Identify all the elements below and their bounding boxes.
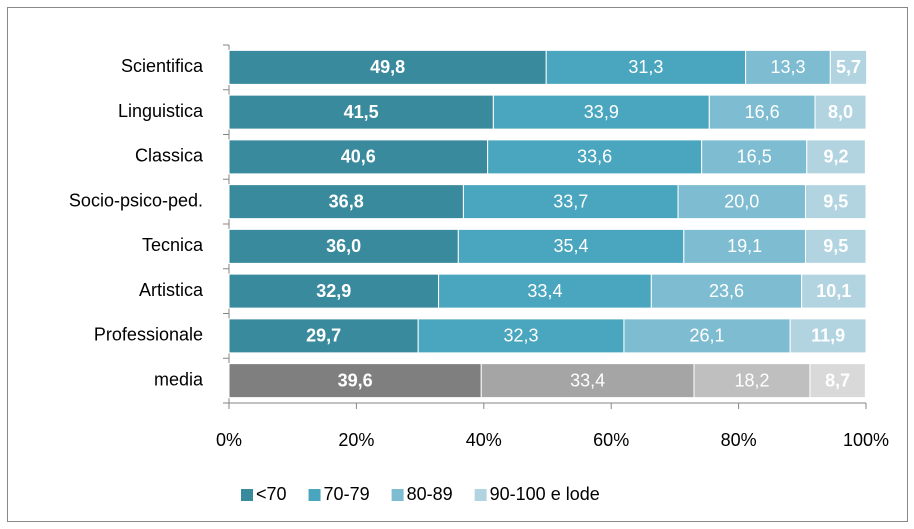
value-label: 8,0: [828, 102, 853, 122]
legend-swatch: [308, 489, 321, 501]
y-tick-label: Socio-psico-ped.: [69, 190, 203, 210]
y-tick-label: Professionale: [94, 325, 203, 345]
y-tick-label: Classica: [135, 146, 204, 166]
legend-label: 90-100 e lode: [490, 484, 600, 504]
bar-segment: [438, 273, 652, 309]
value-label: 29,7: [306, 326, 341, 346]
legend-swatch: [391, 489, 404, 501]
bar-segment: [650, 273, 803, 309]
value-label: 33,9: [584, 102, 619, 122]
bar-segment: [228, 94, 494, 130]
value-label: 33,7: [553, 191, 588, 211]
bar-segment: [457, 228, 685, 264]
bar-segment: [708, 94, 816, 130]
bar-segment: [814, 94, 867, 130]
value-label: 5,7: [836, 57, 861, 77]
x-tick-label: 20%: [338, 430, 374, 450]
x-tick-label: 40%: [466, 430, 502, 450]
value-label: 32,9: [316, 281, 351, 301]
y-tick-label: media: [154, 369, 204, 389]
legend-label: <70: [256, 484, 287, 504]
bar-segment: [228, 273, 440, 309]
bar-segment: [623, 318, 791, 354]
bar-segment: [677, 184, 806, 220]
value-label: 18,2: [734, 370, 769, 390]
y-tick-label: Scientifica: [121, 56, 204, 76]
bar-segment: [417, 318, 625, 354]
legend-label: 80-89: [407, 484, 453, 504]
value-label: 40,6: [341, 147, 376, 167]
value-label: 9,5: [823, 236, 848, 256]
legend-swatch: [241, 489, 253, 501]
value-label: 16,6: [745, 102, 780, 122]
value-label: 26,1: [690, 326, 725, 346]
bar-segment: [228, 139, 489, 175]
x-tick-label: 0%: [216, 430, 242, 450]
y-tick-label: Linguistica: [118, 101, 204, 121]
bar-segment: [804, 184, 867, 220]
value-label: 33,4: [527, 281, 562, 301]
bar-segment: [480, 363, 695, 399]
value-label: 16,5: [737, 147, 772, 167]
value-label: 11,9: [811, 326, 845, 346]
bar-segment: [228, 228, 459, 264]
value-label: 39,6: [338, 370, 373, 390]
bar-segment: [804, 228, 867, 264]
bar-segment: [806, 139, 866, 175]
value-label: 33,6: [577, 147, 612, 167]
value-label: 31,3: [628, 57, 663, 77]
bar-segment: [801, 273, 867, 309]
value-label: 36,0: [326, 236, 361, 256]
x-tick-label: 100%: [843, 430, 889, 450]
value-label: 35,4: [554, 236, 589, 256]
x-tick-label: 80%: [721, 430, 757, 450]
y-tick-label: Tecnica: [142, 235, 204, 255]
value-label: 23,6: [709, 281, 744, 301]
value-label: 20,0: [724, 191, 759, 211]
value-label: 13,3: [770, 57, 805, 77]
bar-segment: [829, 49, 868, 85]
legend-label: 70-79: [324, 484, 370, 504]
y-tick-label: Artistica: [139, 280, 204, 300]
bar-segment: [492, 94, 710, 130]
bar-segment: [789, 318, 867, 354]
bar-segment: [228, 49, 547, 85]
value-label: 9,5: [823, 191, 848, 211]
value-label: 8,7: [825, 370, 850, 390]
value-label: 32,3: [504, 326, 539, 346]
value-label: 36,8: [329, 191, 364, 211]
value-label: 10,1: [816, 281, 851, 301]
legend-swatch: [474, 489, 487, 501]
bar-segment: [462, 184, 679, 220]
bar-segment: [228, 318, 419, 354]
bar-segment: [545, 49, 747, 85]
value-label: 33,4: [570, 370, 605, 390]
bar-segment: [487, 139, 703, 175]
bar-segment: [809, 363, 866, 399]
chart-border: [7, 7, 908, 522]
x-tick-label: 60%: [593, 430, 629, 450]
value-label: 49,8: [370, 57, 405, 77]
value-label: 9,2: [824, 147, 849, 167]
bar-segment: [693, 363, 811, 399]
value-label: 41,5: [344, 102, 379, 122]
value-label: 19,1: [727, 236, 762, 256]
